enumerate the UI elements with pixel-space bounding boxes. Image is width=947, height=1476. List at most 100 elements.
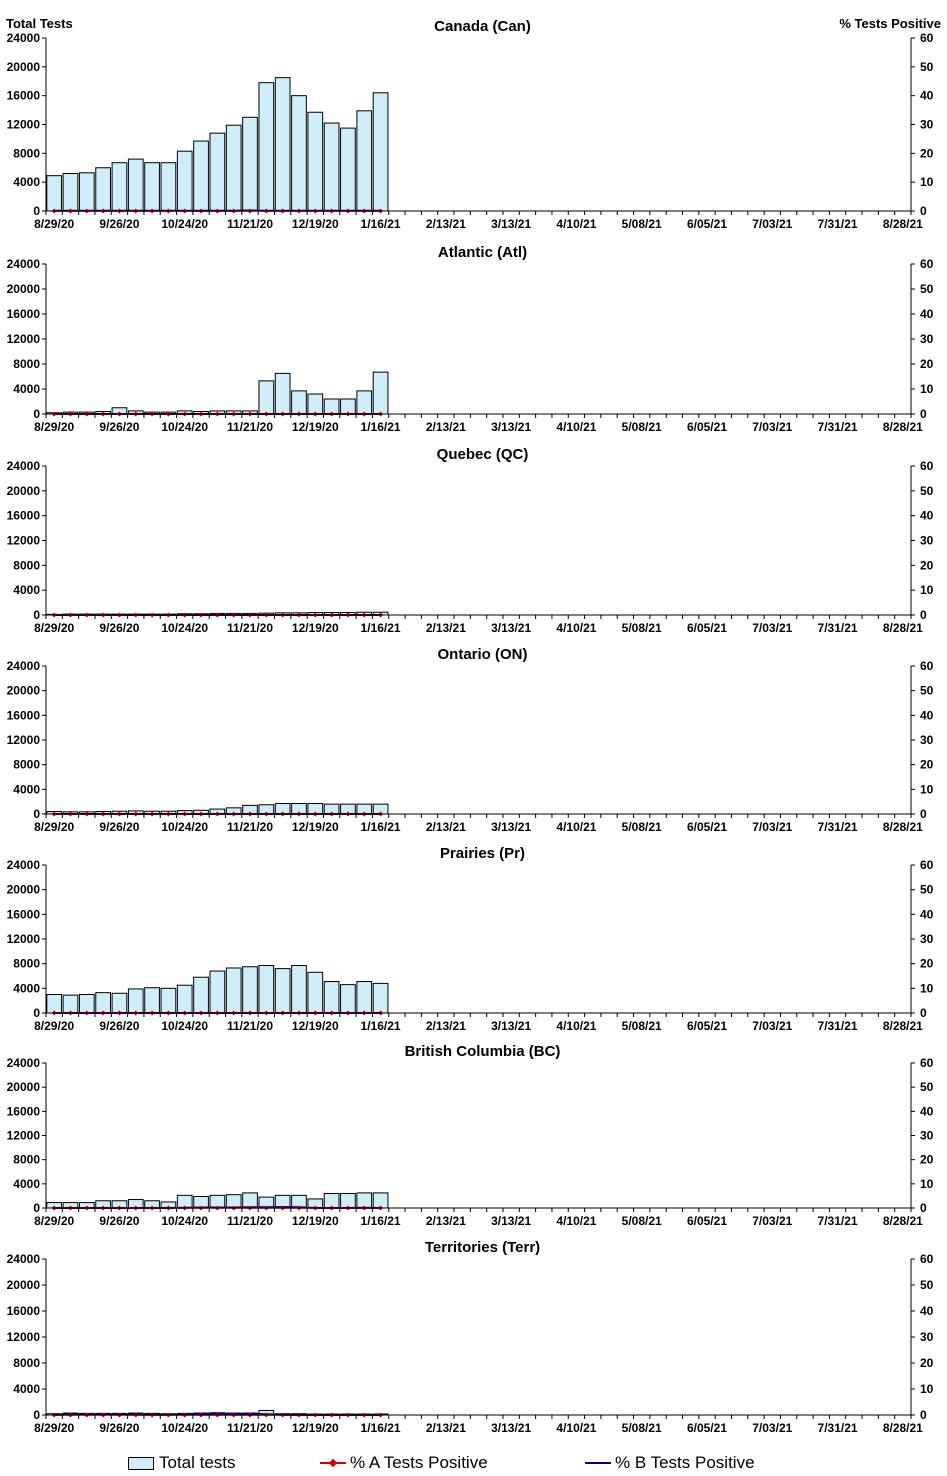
- y-tick-label: 8000: [13, 357, 40, 371]
- bar-total-tests: [46, 175, 63, 212]
- y2-tick-label: 40: [920, 907, 934, 921]
- y2-tick-label: 30: [920, 1330, 934, 1344]
- x-tick-label: 7/31/21: [818, 420, 858, 434]
- x-tick-label: 5/08/21: [622, 420, 662, 434]
- chart-title: British Columbia (BC): [405, 1043, 561, 1060]
- y2-tick-label: 0: [920, 1006, 927, 1020]
- x-tick-label: 1/16/21: [361, 420, 401, 434]
- x-tick-label: 1/16/21: [361, 1019, 401, 1033]
- x-tick-label: 8/29/20: [34, 820, 74, 834]
- x-tick-label: 6/05/21: [687, 1019, 727, 1033]
- y-tick-label: 24000: [7, 459, 41, 473]
- x-tick-label: 9/26/20: [99, 621, 139, 635]
- x-tick-label: 12/19/20: [292, 420, 339, 434]
- panel-2: Quebec (QC) 24000 20000 16000 12000 8000 4000 0…: [7, 446, 934, 635]
- x-tick-label: 9/26/20: [99, 1019, 139, 1033]
- x-tick-label: 3/13/21: [491, 1019, 531, 1033]
- x-tick-label: 3/13/21: [491, 820, 531, 834]
- panel-5: British Columbia (BC) 24000 20000 16000 1200…: [7, 1043, 934, 1228]
- panel-3: Ontario (ON)2400020000160001200080004000…: [7, 646, 934, 834]
- x-tick-label: 7/31/21: [818, 621, 858, 635]
- y-tick-label: 8000: [13, 1356, 40, 1370]
- y-tick-label: 12000: [7, 332, 41, 346]
- y2-tick-label: 50: [920, 282, 934, 296]
- x-tick-label: 11/21/20: [227, 621, 273, 635]
- x-tick-label: 5/08/21: [622, 1214, 662, 1228]
- bar-total-tests: [111, 992, 128, 1014]
- x-tick-label: 8/29/20: [34, 217, 74, 231]
- x-tick-label: 2/13/21: [426, 217, 466, 231]
- y-tick-label: 20000: [7, 282, 41, 296]
- y-tick-label: 4000: [13, 782, 40, 796]
- bar-total-tests: [46, 994, 63, 1014]
- legend-pct-a-label: % A Tests Positive: [350, 1453, 488, 1472]
- y2-tick-label: 40: [920, 509, 934, 523]
- y-tick-label: 24000: [7, 858, 41, 872]
- bar-total-tests: [225, 967, 242, 1014]
- y2-tick-label: 40: [920, 307, 934, 321]
- bar-total-tests: [307, 971, 324, 1014]
- x-tick-label: 10/24/20: [161, 1214, 208, 1228]
- y-tick-label: 16000: [7, 509, 41, 523]
- legend-total-swatch: [128, 1456, 154, 1470]
- x-tick-label: 6/05/21: [687, 621, 727, 635]
- y2-tick-label: 10: [920, 981, 934, 995]
- y2-tick-label: 30: [920, 932, 934, 946]
- y-tick-label: 12000: [7, 1330, 41, 1344]
- y-tick-label: 24000: [7, 257, 41, 271]
- x-tick-label: 11/21/20: [227, 820, 273, 834]
- bar-total-tests: [356, 110, 373, 212]
- legend-pct-b-marker: [585, 1457, 611, 1469]
- x-tick-label: 10/24/20: [161, 820, 208, 834]
- left-axis-title: Total Tests: [6, 16, 73, 31]
- x-tick-label: 1/16/21: [361, 820, 401, 834]
- y2-tick-label: 40: [920, 1104, 934, 1118]
- bar-total-tests: [307, 393, 324, 415]
- bar-total-tests: [356, 390, 373, 415]
- x-tick-label: 3/13/21: [491, 621, 531, 635]
- y2-tick-label: 50: [920, 684, 934, 698]
- chart-title: Prairies (Pr): [440, 845, 525, 862]
- legend-pct-b-label: % B Tests Positive: [615, 1453, 755, 1472]
- y2-tick-label: 0: [920, 407, 927, 421]
- y-tick-label: 16000: [7, 307, 41, 321]
- y2-tick-label: 10: [920, 1177, 934, 1191]
- x-tick-label: 12/19/20: [292, 621, 339, 635]
- y2-tick-label: 60: [920, 858, 934, 872]
- panel-4: Prairies (Pr)240002000016000120008000400…: [7, 845, 934, 1033]
- y-tick-label: 20000: [7, 883, 41, 897]
- x-tick-label: 5/08/21: [622, 217, 662, 231]
- bar-total-tests: [340, 984, 356, 1014]
- y-tick-label: 8000: [13, 957, 40, 971]
- x-tick-label: 7/03/21: [752, 1421, 792, 1435]
- bar-total-tests: [274, 77, 291, 212]
- y-tick-label: 4000: [13, 175, 40, 189]
- y2-tick-label: 10: [920, 1382, 934, 1396]
- y2-tick-label: 0: [920, 608, 927, 622]
- y-tick-label: 0: [33, 204, 40, 218]
- chart-title: Territories (Terr): [425, 1239, 540, 1256]
- x-tick-label: 6/05/21: [687, 820, 727, 834]
- x-tick-label: 9/26/20: [99, 217, 139, 231]
- x-tick-label: 12/19/20: [292, 1214, 339, 1228]
- y2-tick-label: 60: [920, 31, 934, 45]
- x-tick-label: 7/03/21: [752, 820, 792, 834]
- x-tick-label: 11/21/20: [227, 1421, 273, 1435]
- y-tick-label: 16000: [7, 1304, 41, 1318]
- x-tick-label: 8/28/21: [883, 1214, 923, 1228]
- bar-total-tests: [340, 127, 356, 212]
- bar-total-tests: [95, 167, 111, 212]
- y2-tick-label: 30: [920, 534, 934, 548]
- bar-total-tests: [62, 994, 79, 1014]
- bar-total-tests: [95, 992, 111, 1014]
- chart-title: Atlantic (Atl): [438, 244, 527, 261]
- y-tick-label: 12000: [7, 932, 41, 946]
- y-tick-label: 20000: [7, 60, 41, 74]
- x-tick-label: 4/10/21: [556, 621, 596, 635]
- x-tick-label: 8/28/21: [883, 217, 923, 231]
- y2-tick-label: 60: [920, 459, 934, 473]
- y2-tick-label: 10: [920, 782, 934, 796]
- y2-tick-label: 20: [920, 1153, 934, 1167]
- bar-total-tests: [291, 390, 307, 415]
